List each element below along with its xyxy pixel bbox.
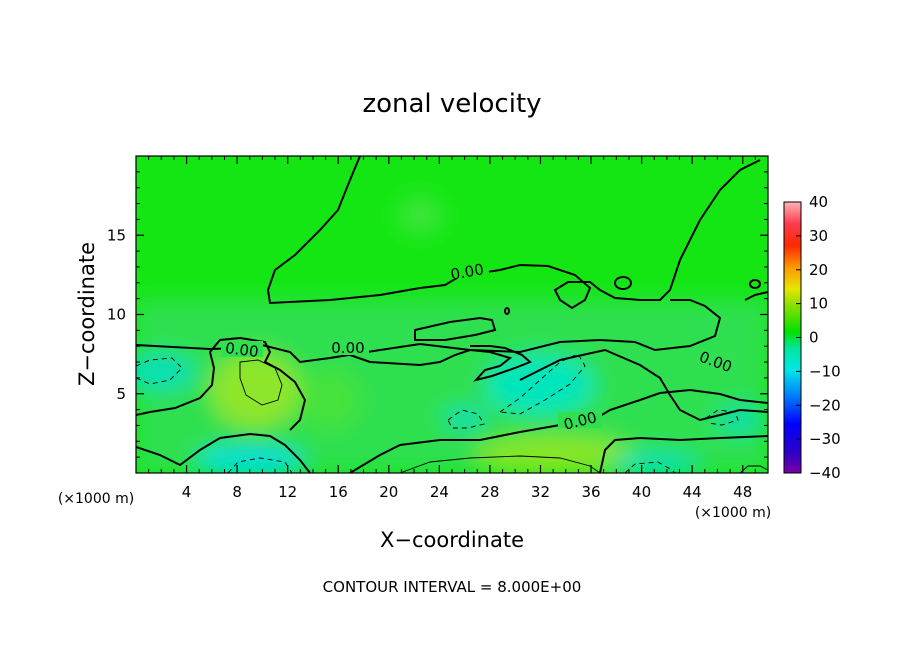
colorbar-tick-label: −40	[809, 464, 841, 482]
contour-label: 0.00	[449, 260, 485, 284]
contour-positive-a	[239, 359, 283, 406]
colorbar-tick-label: 20	[809, 261, 828, 279]
y-tick-label: 5	[116, 385, 126, 403]
chart-title: zonal velocity	[362, 89, 541, 119]
x-axis-label: X−coordinate	[380, 528, 524, 552]
contour-zero-top	[266, 156, 761, 310]
colorbar-tick-label: 0	[809, 329, 819, 347]
heatmap-field	[136, 156, 768, 473]
x-axis-ticks: 4 8 12 16 20 24 28 32 36 40 44 48	[148, 156, 756, 501]
x-tick-label: 40	[632, 483, 651, 501]
x-tick-label: 32	[531, 483, 550, 501]
colorbar-tick-label: 10	[809, 295, 828, 313]
contour-zero-bottom-left	[136, 432, 311, 473]
x-tick-label: 36	[581, 483, 600, 501]
x-tick-label: 24	[430, 483, 449, 501]
contour-zero-mid	[414, 316, 497, 341]
x-tick-label: 8	[232, 483, 242, 501]
colorbar-ticks: 40 30 20 10 0 −10 −20 −30 −40	[796, 193, 841, 482]
x-tick-label: 16	[329, 483, 348, 501]
contour-label: 0.00	[224, 339, 259, 361]
contour-zero-right-edge	[744, 291, 768, 301]
contour-zero-lobe	[349, 345, 532, 382]
x-tick-label: 12	[278, 483, 297, 501]
x-tick-label: 4	[182, 483, 192, 501]
contour-negative-e	[624, 461, 676, 473]
x-tick-label: 44	[683, 483, 702, 501]
contour-negative-b	[498, 353, 586, 415]
colorbar-tick-label: 40	[809, 193, 828, 211]
contour-positive-b	[399, 455, 601, 473]
contour-negative-f	[705, 409, 739, 426]
contour-zero-loop-a	[614, 276, 632, 290]
colorbar-tick-label: 30	[809, 227, 828, 245]
contour-zero-left	[136, 336, 307, 431]
contour-negative-c	[447, 409, 485, 429]
x-unit-left: (×1000 m)	[58, 491, 134, 507]
contour-zero-loop-b	[749, 279, 761, 289]
colorbar: 40 30 20 10 0 −10 −20 −30 −40	[783, 193, 841, 482]
y-tick-label: 10	[107, 306, 126, 324]
contour-positive-c	[739, 465, 768, 473]
contour-zero-right	[519, 348, 768, 422]
contour-zero-loop-c	[504, 307, 510, 315]
colorbar-tick-label: −10	[809, 362, 841, 380]
contour-zero-upper	[136, 299, 722, 364]
contour-interval-note: CONTOUR INTERVAL = 8.000E+00	[323, 578, 582, 596]
y-axis-label: Z−coordinate	[75, 242, 99, 386]
x-tick-label: 48	[733, 483, 752, 501]
x-tick-label: 28	[480, 483, 499, 501]
colorbar-tick-label: −30	[809, 430, 841, 448]
x-tick-label: 20	[379, 483, 398, 501]
colorbar-tick-label: −20	[809, 396, 841, 414]
contour-label: 0.00	[331, 339, 364, 357]
x-unit-right: (×1000 m)	[695, 505, 771, 521]
y-axis-ticks: 5 10 15	[107, 171, 768, 458]
contour-label-group: 0.00 0.00 0.00 0.00 0.00	[221, 260, 737, 434]
contour-zero-lower-right	[599, 435, 768, 473]
y-tick-label: 15	[107, 226, 126, 244]
